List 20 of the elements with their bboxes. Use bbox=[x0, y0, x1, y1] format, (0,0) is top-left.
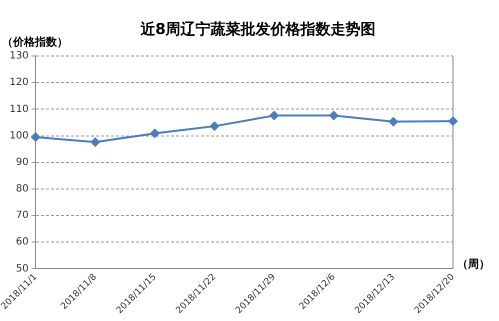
y-tick-label: 60 bbox=[16, 236, 29, 248]
point bbox=[210, 122, 220, 131]
y-tick-label: 120 bbox=[10, 77, 29, 88]
point bbox=[448, 116, 458, 126]
point bbox=[150, 128, 160, 138]
point bbox=[270, 111, 279, 120]
y-tick-label: 130 bbox=[10, 50, 29, 62]
point bbox=[329, 111, 338, 120]
point bbox=[388, 117, 398, 126]
y-axis-title: （价格指数） bbox=[2, 35, 68, 48]
chart-title: 近8周辽宁蔬菜批发价格指数走势图 bbox=[139, 20, 376, 38]
point bbox=[90, 138, 100, 147]
y-tick-label: 90 bbox=[16, 156, 29, 168]
y-tick-label: 100 bbox=[10, 130, 29, 142]
y-tick-label: 110 bbox=[10, 104, 29, 115]
y-tick-label: 50 bbox=[16, 263, 29, 274]
y-tick-label: 70 bbox=[16, 210, 29, 222]
x-axis-title: （周） bbox=[457, 258, 490, 271]
y-tick-label: 80 bbox=[16, 184, 29, 195]
point bbox=[31, 132, 40, 142]
